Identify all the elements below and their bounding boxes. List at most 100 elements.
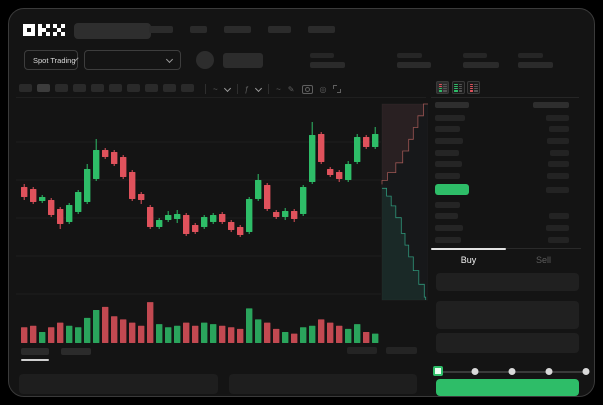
- bottom-panel-0: [19, 374, 218, 394]
- trade-input-field-0[interactable]: [436, 273, 579, 291]
- orderbook-ask-row-3[interactable]: [435, 147, 569, 159]
- bottom-tab-1[interactable]: [61, 348, 91, 361]
- orderbook-ask-row-5[interactable]: [435, 170, 569, 182]
- coin-avatar[interactable]: [196, 51, 214, 69]
- nav-item-4[interactable]: [308, 26, 335, 33]
- interval-button-8[interactable]: [163, 84, 176, 92]
- orderbook-ask-row-4[interactable]: [435, 158, 569, 170]
- nav-item-1[interactable]: [190, 26, 207, 33]
- price-cell: [435, 149, 459, 156]
- camera-icon[interactable]: [301, 84, 313, 94]
- amount-cell: [546, 114, 569, 121]
- amount-cell: [547, 172, 569, 179]
- slider-stop-4[interactable]: [582, 368, 590, 375]
- orderbook-ask-row-2[interactable]: [435, 135, 569, 147]
- orderbook-ask-row-0[interactable]: [435, 112, 569, 124]
- amount-slider[interactable]: [433, 366, 590, 377]
- interval-button-1[interactable]: [37, 84, 50, 92]
- footer-chip-0[interactable]: [347, 347, 377, 354]
- chevron-down-icon[interactable]: [223, 84, 231, 92]
- orderbook-bids-only-icon[interactable]: [451, 81, 465, 94]
- interval-button-0[interactable]: [19, 84, 32, 92]
- candlestick-chart: [16, 103, 429, 343]
- ticker-stat-1: [397, 53, 431, 68]
- price-cell: [435, 224, 463, 231]
- bottom-tab-strip: [21, 348, 91, 361]
- search-input[interactable]: [74, 23, 151, 39]
- amount-cell: [547, 137, 569, 144]
- price-cell: [435, 201, 460, 208]
- price-cell: [435, 161, 462, 168]
- slider-stop-1[interactable]: [471, 368, 479, 375]
- stat-value: [397, 62, 431, 68]
- interval-button-4[interactable]: [91, 84, 104, 92]
- interval-button-6[interactable]: [127, 84, 140, 92]
- bottom-tab-bar: [61, 348, 91, 355]
- last-price-row[interactable]: [435, 184, 569, 195]
- icon-bars: [454, 83, 458, 92]
- draw-pencil-icon[interactable]: ✎: [287, 84, 295, 94]
- chart-footer-chips: [347, 347, 417, 354]
- nav-item-0[interactable]: [149, 26, 173, 33]
- toolbar-divider: [205, 84, 206, 94]
- orderbook-bid-row-3[interactable]: [435, 234, 569, 246]
- header-action-button[interactable]: [223, 53, 263, 68]
- fx-function-icon[interactable]: ƒ: [244, 84, 250, 94]
- amount-cell: [548, 236, 569, 243]
- amount-cell: [549, 126, 569, 133]
- toolbar-divider: [16, 97, 426, 98]
- submit-order-button[interactable]: [436, 379, 579, 396]
- interval-buttons: [19, 84, 194, 92]
- fullscreen-icon[interactable]: [333, 85, 342, 93]
- interval-button-2[interactable]: [55, 84, 68, 92]
- toolbar-divider: [268, 84, 270, 94]
- amount-cell: [548, 161, 569, 168]
- ticker-stat-0: [310, 53, 345, 68]
- orderbook-combined-icon[interactable]: [436, 81, 449, 94]
- settings-circle-icon[interactable]: ◎: [319, 84, 327, 94]
- slider-stop-2[interactable]: [508, 368, 516, 375]
- interval-button-9[interactable]: [181, 84, 194, 92]
- trade-tabs: Buy Sell: [431, 248, 581, 271]
- interval-button-7[interactable]: [145, 84, 158, 92]
- bottom-tab-bar: [21, 348, 49, 355]
- amount-cell: [550, 149, 569, 156]
- footer-chip-1[interactable]: [386, 347, 417, 354]
- orderbook-bid-row-2[interactable]: [435, 222, 569, 234]
- active-tab-underline: [21, 359, 49, 361]
- icon-lines: [443, 83, 447, 92]
- wave-icon[interactable]: ~: [276, 84, 281, 94]
- stat-label: [397, 53, 422, 58]
- slider-stop-3[interactable]: [545, 368, 553, 375]
- orderbook-ask-row-1[interactable]: [435, 124, 569, 136]
- nav-item-2[interactable]: [224, 26, 251, 33]
- tab-sell[interactable]: Sell: [506, 249, 581, 271]
- bottom-tab-0[interactable]: [21, 348, 49, 361]
- trade-input-field-2[interactable]: [436, 333, 579, 353]
- orderbook-header: [435, 102, 569, 108]
- tab-buy[interactable]: Buy: [431, 249, 506, 271]
- price-cell: [435, 114, 465, 121]
- candlestick-chart-area[interactable]: [16, 99, 429, 367]
- orderbook-asks-only-icon[interactable]: [467, 81, 480, 94]
- amount-cell: [549, 213, 569, 220]
- interval-button-3[interactable]: [73, 84, 86, 92]
- slider-handle[interactable]: [433, 366, 443, 376]
- bottom-panel-1: [229, 374, 417, 394]
- interval-button-5[interactable]: [109, 84, 122, 92]
- chevron-down-icon[interactable]: [255, 84, 263, 92]
- price-cell: [435, 137, 463, 144]
- orderbook-bid-row-0[interactable]: [435, 199, 569, 211]
- price-column-header: [435, 102, 469, 108]
- orderbook-bid-row-1[interactable]: [435, 211, 569, 223]
- tab-buy-label: Buy: [460, 255, 477, 265]
- trade-form-fields: [436, 273, 579, 353]
- nav-item-3[interactable]: [268, 26, 291, 33]
- okx-logo[interactable]: [23, 24, 65, 36]
- trade-input-field-1[interactable]: [436, 301, 579, 329]
- indicator-wave-icon[interactable]: ~: [213, 84, 218, 94]
- pair-selector-dropdown[interactable]: [84, 50, 181, 70]
- price-cell: [435, 126, 460, 133]
- orderbook-divider: [431, 97, 579, 98]
- market-mode-dropdown[interactable]: Spot Trading: [24, 50, 79, 70]
